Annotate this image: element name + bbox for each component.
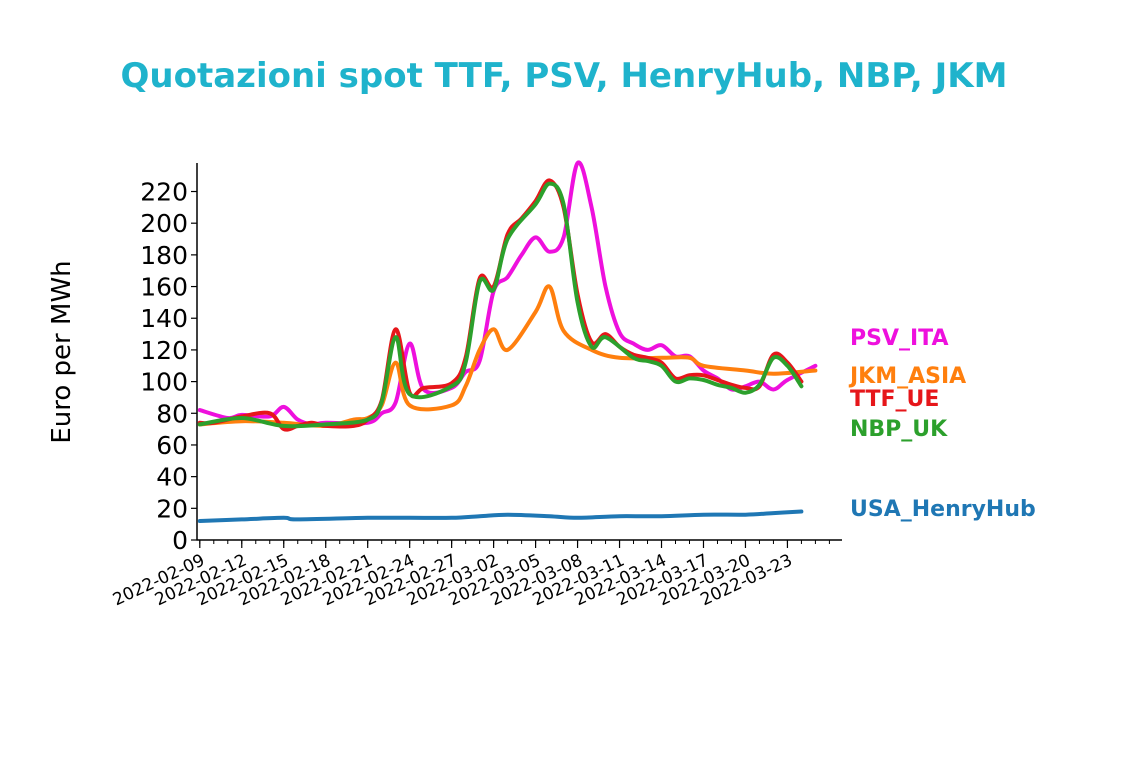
series-lines — [197, 160, 818, 523]
series-label-ttf-ue: TTF_UE — [850, 387, 939, 412]
y-tick-label: 40 — [156, 463, 188, 492]
y-tick-label: 60 — [156, 431, 188, 460]
series-label-nbp-uk: NBP_UK — [850, 417, 948, 442]
series-label-jkm-asia: JKM_ASIA — [848, 364, 966, 389]
series-label-usa-henryhub: USA_HenryHub — [850, 497, 1036, 522]
y-tick-label: 20 — [156, 494, 188, 523]
y-tick-label: 180 — [140, 241, 188, 270]
series-label-psv-ita: PSV_ITA — [850, 326, 949, 351]
y-tick-label: 140 — [140, 304, 188, 333]
y-axis-label: Euro per MWh — [47, 260, 77, 443]
y-tick-label: 100 — [140, 368, 188, 397]
series-line-ttf-ue — [197, 178, 804, 432]
y-tick-label: 200 — [140, 209, 188, 238]
y-tick-label: 160 — [140, 273, 188, 302]
series-line-nbp-uk — [197, 181, 804, 429]
y-tick-label: 0 — [172, 526, 188, 555]
chart-title: Quotazioni spot TTF, PSV, HenryHub, NBP,… — [120, 56, 1008, 96]
series-line-jkm-asia — [197, 284, 818, 428]
axes: 0204060801001201401601802002202022-02-09… — [110, 163, 842, 610]
y-tick-label: 120 — [140, 336, 188, 365]
series-line-usa-henryhub — [197, 509, 804, 523]
y-tick-label: 80 — [156, 399, 188, 428]
y-tick-label: 220 — [140, 178, 188, 207]
